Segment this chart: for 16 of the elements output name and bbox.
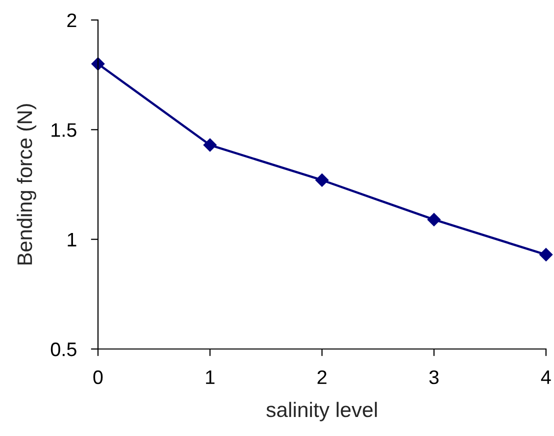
x-tick-label: 4: [541, 370, 551, 384]
point: [427, 213, 441, 226]
x-tick-label: 0: [93, 370, 103, 384]
y-tick-label: 2: [67, 13, 76, 28]
x-axis-title: salinity level: [266, 402, 377, 422]
y-tick-label: 0.5: [50, 342, 76, 356]
x-tick-label: 2: [318, 370, 326, 384]
x-tick-label: 3: [429, 370, 439, 384]
point: [203, 138, 217, 152]
point: [539, 248, 553, 262]
point: [315, 174, 329, 187]
y-tick-label: 1.5: [52, 123, 76, 137]
y-tick-label: 1: [68, 233, 76, 246]
x-tick-label: 1: [206, 370, 214, 384]
point: [91, 57, 105, 70]
y-axis-title: Bending force (N): [16, 104, 36, 264]
